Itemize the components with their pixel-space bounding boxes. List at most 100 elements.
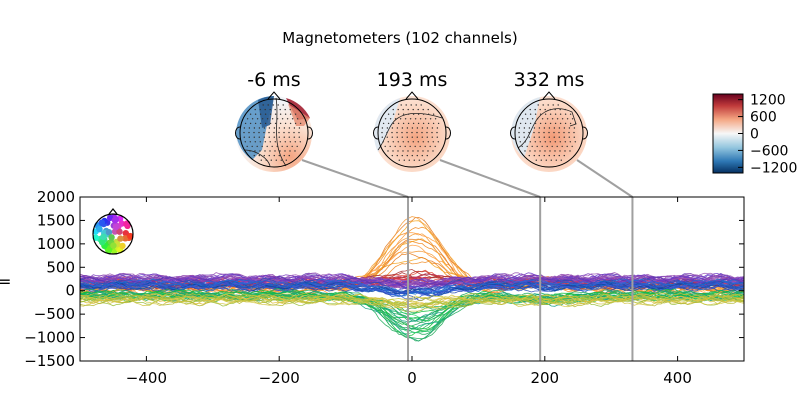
sensor-dot xyxy=(549,150,551,152)
sensor-dot xyxy=(528,154,530,157)
sensor-dot xyxy=(263,136,265,138)
head-outlines xyxy=(235,91,588,168)
sensor-dot xyxy=(384,145,386,148)
sensor-dot xyxy=(407,113,410,115)
sensor-dot xyxy=(539,150,541,152)
sensor-dot xyxy=(535,159,537,161)
sensor-dot xyxy=(399,118,402,120)
sensor-dot xyxy=(259,141,261,143)
sensor-dot xyxy=(548,127,551,129)
sensor-dot xyxy=(273,127,276,129)
ear-outline xyxy=(307,126,313,140)
sensor-dot xyxy=(299,141,301,143)
sensor-dot xyxy=(564,113,567,115)
sensor-dot xyxy=(548,154,550,157)
sensor-dot xyxy=(534,122,537,125)
ear-outline xyxy=(582,126,588,140)
sensor-dot xyxy=(248,131,250,134)
sensor-dot xyxy=(544,108,546,111)
sensor-dot xyxy=(293,131,295,134)
sensor-dot xyxy=(574,141,576,143)
sensor-dot xyxy=(559,122,562,125)
sensor-dot xyxy=(298,136,300,138)
sensor-dot xyxy=(523,136,525,138)
sensor-dot xyxy=(289,113,292,115)
sensor-dot xyxy=(539,141,541,143)
sensor-dot xyxy=(415,104,417,106)
sensor-dot xyxy=(397,150,399,152)
legend-nose xyxy=(108,208,118,215)
sensor-dot xyxy=(271,145,273,148)
y-tick-label: 2000 xyxy=(37,188,75,206)
sensor-dot xyxy=(546,145,548,148)
x-tick-label: 400 xyxy=(663,369,692,387)
sensor-dot xyxy=(391,127,394,129)
sensor-dot xyxy=(414,118,417,120)
sensor-dot xyxy=(556,145,558,148)
sensor-dot xyxy=(402,122,405,125)
ear-outline xyxy=(445,126,451,140)
sensor-dot xyxy=(538,136,540,138)
sensor-dot xyxy=(394,118,397,120)
sensor-dot xyxy=(551,145,553,148)
sensor-dots xyxy=(243,104,577,161)
sensor-dot xyxy=(543,154,545,157)
sensor-dot xyxy=(554,108,556,111)
topomap-connector xyxy=(576,159,634,198)
sensor-dot xyxy=(526,145,528,148)
sensor-dot xyxy=(381,127,384,129)
sensor-dot xyxy=(524,122,527,125)
sensor-dot xyxy=(554,141,556,143)
sensor-dot xyxy=(558,127,561,129)
sensor-dot xyxy=(278,131,280,134)
sensor-dot xyxy=(268,131,270,134)
sensor-dot xyxy=(521,145,523,148)
sensor-dot xyxy=(574,122,577,125)
sensor-dot xyxy=(421,154,423,157)
sensor-dot xyxy=(382,122,385,125)
sensor-dot xyxy=(402,150,404,152)
sensor-dot xyxy=(563,127,566,129)
sensor-dot xyxy=(431,127,434,129)
sensor-dot xyxy=(382,141,384,143)
sensor-dot xyxy=(248,136,250,138)
sensor-dot xyxy=(541,118,544,120)
sensor-dot xyxy=(259,108,261,111)
sensor-dot xyxy=(417,113,420,115)
sensor-dot xyxy=(288,136,290,138)
sensor-dot xyxy=(555,159,557,161)
y-tick-label: −500 xyxy=(34,305,75,323)
colorbar-tick-label: 0 xyxy=(750,127,759,143)
sensor-dot xyxy=(529,141,531,143)
sensor-dot xyxy=(274,113,277,115)
sensor-dot xyxy=(423,159,425,161)
sensor-dot xyxy=(407,108,409,111)
sensor-dot xyxy=(416,136,418,138)
sensor-dot xyxy=(519,141,521,143)
sensor-dot xyxy=(269,108,271,111)
sensor-dot xyxy=(541,145,543,148)
sensor-dot xyxy=(294,141,296,143)
sensor-dot xyxy=(298,131,300,134)
sensor-dot xyxy=(427,108,429,111)
topomap-2 xyxy=(373,96,450,172)
sensor-dot xyxy=(569,141,571,143)
sensor-dot xyxy=(387,150,389,152)
sensor-dot xyxy=(392,150,394,152)
sensor-dot xyxy=(401,127,404,129)
sensor-dot xyxy=(416,127,419,129)
sensor-dot xyxy=(558,131,560,134)
sensor-dot xyxy=(276,118,279,120)
sensor-dot xyxy=(564,141,566,143)
x-tick-label: 0 xyxy=(407,369,417,387)
sensor-dot xyxy=(564,108,566,111)
sensor-dot xyxy=(411,131,413,134)
sensor-dot xyxy=(244,122,247,125)
sensor-dot xyxy=(426,131,428,134)
sensor-dot xyxy=(288,154,290,157)
sensor-dot xyxy=(401,136,403,138)
sensor-dot xyxy=(563,136,565,138)
sensor-dot xyxy=(387,122,390,125)
ear-outline xyxy=(235,126,241,140)
